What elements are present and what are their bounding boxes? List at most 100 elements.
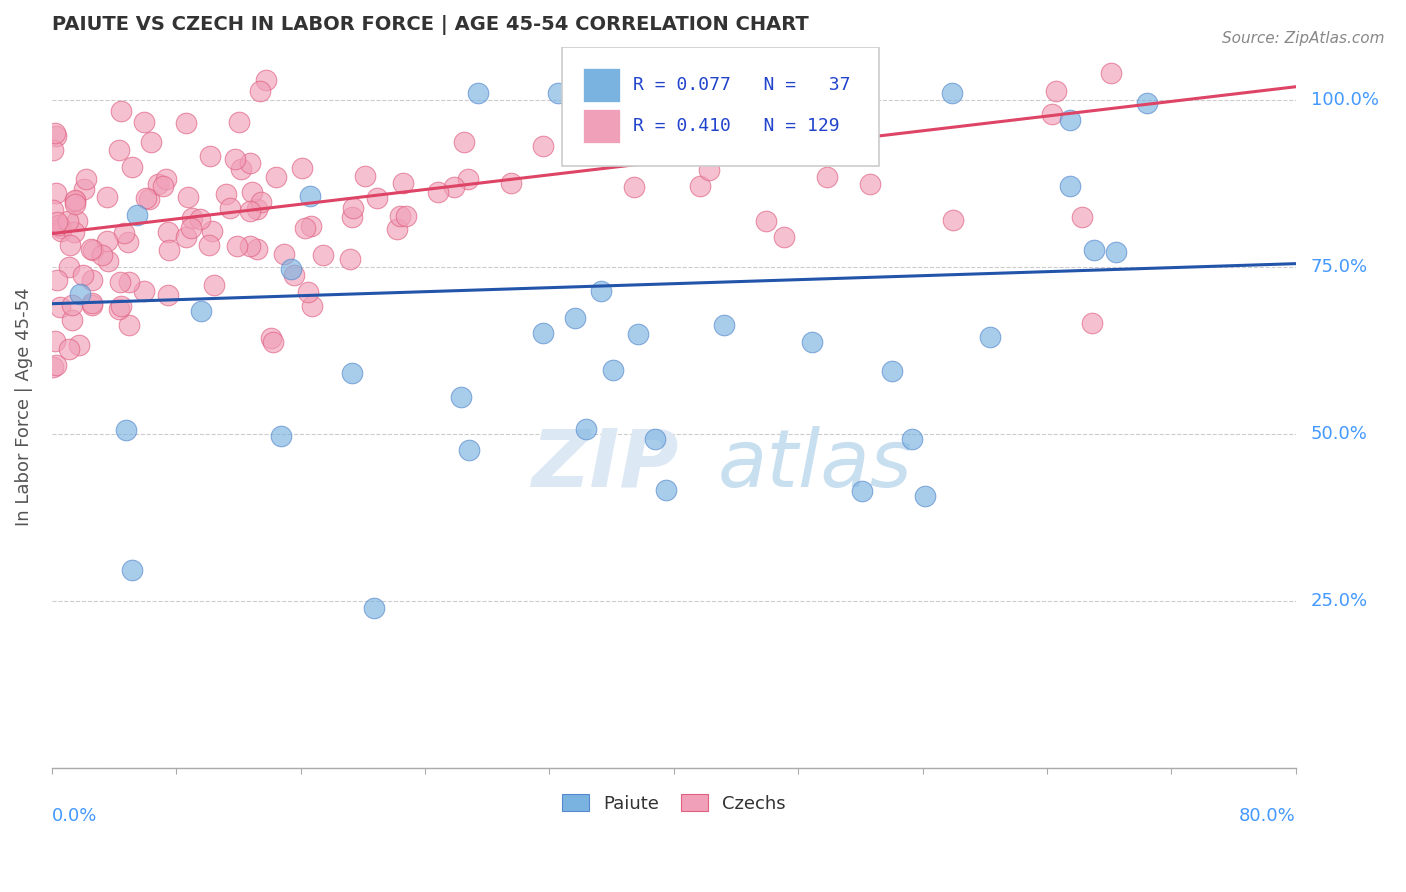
Point [591,285,613,299]
Point [146,177,169,191]
Point [108,302,131,317]
Point [394,209,416,223]
Text: PAIUTE VS CZECH IN LABOR FORCE | AGE 45-54 CORRELATION CHART: PAIUTE VS CZECH IN LABOR FORCE | AGE 45-… [52,15,808,35]
Point [450,390,472,404]
Point [901,432,924,446]
Point [623,180,645,194]
Point [531,326,554,340]
Point [457,172,479,186]
Point [299,219,322,234]
Point [297,285,319,299]
Point [42,143,65,157]
Point [45,358,67,372]
Point [60,313,83,327]
Point [564,311,586,326]
Point [547,87,569,101]
Point [273,246,295,260]
Point [44,126,66,140]
Text: 25.0%: 25.0% [1310,591,1368,610]
Point [914,489,936,503]
Point [198,238,221,252]
Point [1059,112,1081,127]
Point [63,225,86,239]
Point [240,186,263,200]
Point [392,176,415,190]
Point [82,272,104,286]
Point [96,190,118,204]
Text: 100.0%: 100.0% [1310,91,1379,109]
Point [80,296,103,310]
Point [59,237,82,252]
Point [152,179,174,194]
Point [239,239,262,253]
Point [790,87,813,101]
Point [755,214,778,228]
Point [1081,316,1104,330]
Point [44,334,66,348]
Point [218,201,240,215]
Point [45,272,67,286]
Point [801,334,824,349]
Text: ZIP: ZIP [530,425,678,504]
Point [56,213,79,227]
Point [180,211,202,225]
Point [655,483,678,497]
Point [280,262,302,277]
Point [353,169,375,184]
Point [1136,95,1159,110]
Point [45,186,67,201]
Point [301,299,323,313]
Point [108,143,131,157]
Point [80,242,103,256]
Point [121,563,143,577]
Point [190,304,212,318]
Point [254,72,277,87]
Point [117,235,139,249]
Point [60,298,83,312]
Point [63,197,86,211]
Point [41,360,63,375]
Point [157,288,180,302]
Point [501,176,523,190]
Point [689,178,711,193]
Point [1045,84,1067,98]
Point [224,152,246,166]
Point [49,301,72,315]
Point [772,230,794,244]
Point [443,179,465,194]
Point [363,600,385,615]
Point [260,331,283,345]
Point [49,220,72,235]
Point [110,104,132,119]
Point [239,203,262,218]
Point [1059,179,1081,194]
Point [575,422,598,436]
Point [42,203,65,218]
Y-axis label: In Labor Force | Age 45-54: In Labor Force | Age 45-54 [15,288,32,526]
Text: 50.0%: 50.0% [1310,425,1368,443]
Point [177,190,200,204]
Point [69,287,91,301]
Point [226,239,249,253]
Point [339,252,361,266]
Point [851,66,873,80]
Point [82,243,104,257]
Point [342,210,364,224]
Point [246,202,269,216]
Point [80,298,103,312]
Point [73,182,96,196]
Point [63,194,86,208]
Point [298,188,321,202]
Point [748,95,770,109]
Point [97,254,120,268]
Point [1040,107,1063,121]
Point [66,214,89,228]
Point [342,201,364,215]
Point [215,187,238,202]
Point [67,338,90,352]
Point [246,242,269,256]
Point [75,172,97,186]
Point [117,318,139,333]
Point [135,192,157,206]
Text: R = 0.077   N =   37: R = 0.077 N = 37 [633,76,851,94]
